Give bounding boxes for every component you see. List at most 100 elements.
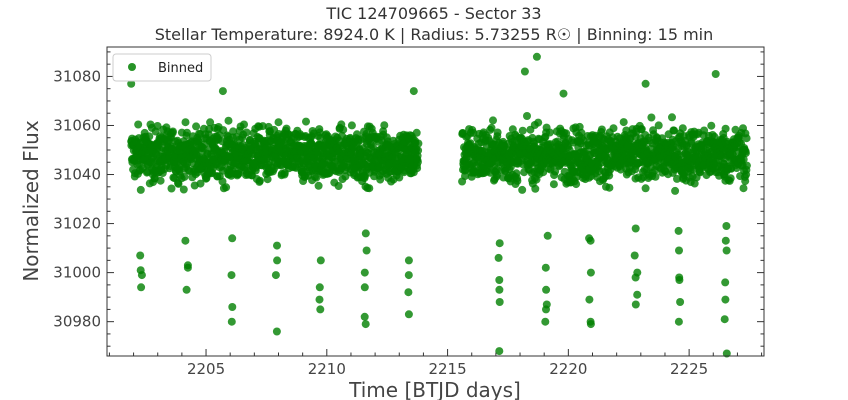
data-point	[619, 118, 628, 127]
data-point	[240, 120, 248, 129]
dip-point	[674, 317, 683, 326]
data-point	[513, 176, 522, 185]
data-point	[534, 118, 543, 127]
data-point	[413, 164, 422, 173]
dip-point	[271, 271, 280, 280]
data-point	[461, 172, 469, 181]
data-point	[167, 184, 176, 193]
data-point	[671, 186, 680, 195]
data-point	[413, 158, 422, 166]
data-point	[241, 163, 250, 172]
data-point	[222, 183, 231, 192]
chart-subtitle: Stellar Temperature: 8924.0 K | Radius: …	[155, 25, 714, 44]
data-point	[651, 172, 660, 181]
dip-point	[360, 283, 369, 292]
y-tick-label: 31020	[53, 215, 101, 233]
data-point	[710, 132, 719, 141]
dip-point	[495, 347, 504, 356]
data-point	[218, 177, 227, 186]
data-point	[489, 116, 497, 125]
chart-title: TIC 124709665 - Sector 33	[325, 4, 541, 23]
data-point	[134, 120, 143, 129]
outlier-point	[127, 79, 136, 88]
dip-point	[586, 320, 595, 329]
dip-point	[720, 315, 729, 324]
dip-point	[137, 283, 146, 292]
dip-point	[541, 317, 550, 326]
dip-point	[316, 305, 325, 314]
data-point	[414, 146, 423, 155]
y-tick-label: 31060	[53, 116, 101, 134]
dip-point	[404, 256, 413, 265]
dip-point	[361, 229, 370, 238]
data-point	[678, 124, 687, 133]
x-tick-label: 2205	[187, 360, 225, 378]
y-axis-label: Normalized Flux	[19, 120, 43, 282]
data-point	[224, 116, 233, 125]
data-point	[493, 128, 502, 137]
data-point	[339, 125, 348, 134]
data-point	[302, 117, 310, 126]
data-point	[314, 181, 323, 190]
dip-point	[495, 285, 504, 294]
dip-point	[495, 298, 504, 306]
data-point	[641, 184, 650, 193]
data-point	[145, 132, 154, 141]
data-point	[334, 182, 343, 190]
legend-marker	[128, 63, 136, 71]
dip-point	[360, 268, 369, 277]
data-point	[518, 185, 527, 194]
data-point	[726, 174, 735, 183]
x-tick-label: 2210	[308, 360, 346, 378]
x-axis-label: Time [BTJD days]	[348, 378, 521, 400]
dip-point	[315, 283, 324, 292]
data-point	[605, 171, 614, 180]
data-point	[739, 155, 748, 164]
data-point	[518, 126, 527, 135]
data-point	[312, 173, 321, 182]
dip-point	[541, 263, 550, 272]
data-point	[531, 184, 540, 193]
y-tick-label: 31000	[53, 264, 101, 282]
dip-point	[721, 295, 730, 304]
outlier-point	[711, 70, 720, 78]
dip-point	[543, 231, 552, 240]
data-point	[196, 179, 205, 188]
data-point	[549, 180, 558, 189]
dip-point	[404, 271, 413, 280]
data-point	[156, 176, 165, 185]
y-tick-label: 31040	[53, 166, 101, 184]
dip-point	[722, 246, 731, 255]
dip-point	[136, 251, 145, 260]
x-tick-label: 2215	[428, 360, 466, 378]
data-point	[365, 184, 374, 193]
dip-point	[585, 295, 594, 304]
outlier-point	[520, 67, 529, 76]
data-point	[153, 122, 162, 130]
data-points	[127, 52, 751, 358]
data-point	[741, 177, 750, 186]
x-tick-label: 2220	[549, 360, 587, 378]
data-point	[605, 183, 614, 192]
dip-point	[360, 312, 369, 321]
x-axis-ticks: 2205 2210 2215 2220 2225	[108, 349, 763, 378]
data-point	[183, 128, 191, 137]
data-point	[696, 168, 704, 177]
data-point	[181, 118, 190, 127]
data-point	[700, 126, 709, 135]
legend: Binned	[112, 53, 212, 82]
data-point	[274, 118, 283, 127]
dip-point	[404, 310, 413, 319]
data-point	[739, 184, 748, 193]
dip-point	[404, 288, 413, 297]
dip-point	[721, 236, 730, 245]
data-point	[741, 149, 750, 158]
dip-point	[630, 251, 639, 260]
legend-box	[112, 53, 212, 82]
outlier-point	[409, 87, 418, 96]
dip-point	[227, 271, 236, 280]
data-point	[395, 173, 404, 182]
data-point	[263, 175, 272, 184]
dip-point	[137, 271, 146, 280]
